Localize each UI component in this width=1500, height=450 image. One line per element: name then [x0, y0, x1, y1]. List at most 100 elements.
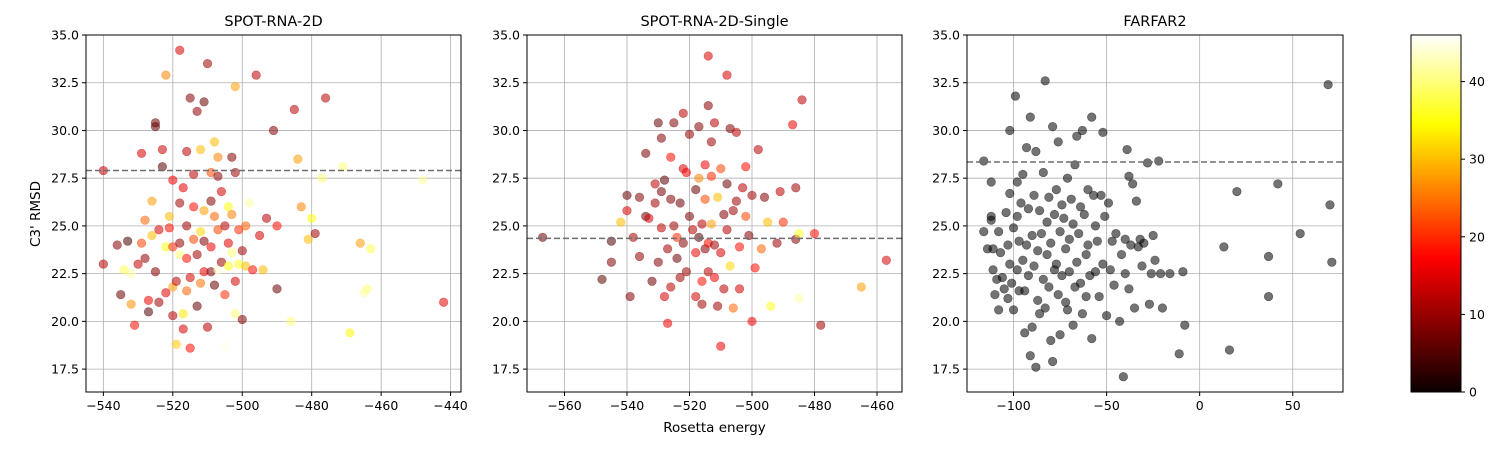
scatter-point — [258, 265, 268, 275]
y-tick-label: 25.0 — [492, 218, 520, 233]
scatter-point — [189, 234, 199, 244]
x-tick-label: −540 — [86, 398, 120, 413]
scatter-point — [1061, 297, 1071, 307]
scatter-point — [1165, 269, 1175, 279]
axes-frame — [966, 34, 1344, 393]
scatter-point — [272, 221, 282, 231]
scatter-point — [320, 93, 331, 103]
scatter-point — [1109, 280, 1119, 290]
y-tick-label: 17.5 — [932, 362, 960, 377]
scatter-point — [1042, 249, 1052, 260]
x-tick-label: 50 — [1285, 398, 1301, 413]
scatter-point — [1012, 177, 1022, 187]
scatter-point — [1027, 230, 1037, 241]
scatter-point — [650, 198, 660, 208]
x-tick-label: −500 — [225, 398, 259, 413]
scatter-point — [1031, 362, 1041, 372]
x-axis-label: Rosetta energy — [663, 420, 766, 436]
scatter-point — [261, 213, 272, 223]
x-tick-label: −50 — [1093, 398, 1119, 413]
scatter-point — [1327, 257, 1337, 267]
scatter-point — [659, 175, 670, 185]
scatter-point — [1014, 236, 1024, 246]
scatter-point — [116, 290, 126, 300]
scatter-point — [272, 284, 282, 294]
scatter-point — [1129, 303, 1140, 313]
scatter-point — [995, 248, 1006, 258]
scatter-point — [307, 213, 317, 223]
scatter-point — [990, 290, 1000, 300]
scatter-point — [647, 276, 657, 286]
scatter-point — [738, 183, 748, 193]
scatter-point — [986, 215, 996, 225]
scatter-point — [1083, 185, 1093, 195]
scatter-point — [1131, 196, 1141, 206]
scatter-point — [656, 133, 666, 143]
scatter-point — [1021, 143, 1032, 153]
scatter-point — [641, 148, 651, 158]
scatter-point — [1051, 185, 1061, 195]
scatter-point — [286, 316, 296, 326]
scatter-point — [697, 219, 707, 229]
scatter-point — [753, 144, 763, 155]
scatter-point — [1046, 238, 1056, 248]
scatter-point — [147, 230, 157, 241]
scatter-point — [136, 238, 147, 248]
scatter-point — [634, 192, 645, 202]
scatter-point — [1033, 246, 1043, 256]
scatter-point — [1012, 211, 1022, 221]
scatter-point — [355, 238, 365, 248]
scatter-point — [1118, 372, 1128, 382]
scatter-point — [227, 209, 237, 220]
y-tick-label: 20.0 — [932, 314, 960, 329]
scatter-point — [722, 70, 732, 80]
scatter-point — [1098, 127, 1108, 137]
scatter-point — [1128, 179, 1138, 189]
points — [538, 51, 891, 351]
y-tick-label: 25.0 — [51, 218, 79, 233]
scatter-point — [741, 211, 751, 221]
scatter-point — [1033, 295, 1043, 305]
scatter-point — [1021, 240, 1032, 250]
grid — [527, 34, 902, 392]
scatter-point — [1023, 204, 1034, 214]
scatter-point — [659, 291, 670, 302]
scatter-point — [622, 206, 632, 216]
scatter-point — [606, 257, 616, 267]
scatter-point — [1007, 278, 1017, 288]
scatter-point — [150, 267, 161, 277]
scatter-point — [182, 146, 192, 157]
scatter-point — [439, 297, 449, 307]
scatter-point — [1150, 255, 1160, 265]
scatter-point — [1057, 270, 1067, 281]
scatter-point — [697, 276, 707, 286]
y-tick-label: 30.0 — [492, 123, 520, 138]
scatter-point — [856, 282, 866, 292]
x-tick-label: 0 — [1196, 398, 1204, 413]
scatter-point — [678, 108, 688, 118]
scatter-point — [719, 209, 729, 220]
scatter-point — [703, 267, 713, 277]
scatter-point — [703, 51, 713, 61]
scatter-point — [622, 190, 632, 200]
scatter-point — [1154, 156, 1164, 166]
scatter-point — [688, 225, 698, 235]
scatter-point — [797, 95, 807, 105]
scatter-point — [1081, 291, 1091, 302]
scatter-point — [1107, 236, 1117, 246]
scatter-point — [1120, 269, 1130, 279]
scatter-point — [1081, 249, 1091, 260]
scatter-point — [199, 206, 209, 216]
scatter-point — [227, 248, 237, 258]
y-tick-label: 25.0 — [932, 218, 960, 233]
scatter-point — [185, 272, 195, 283]
scatter-point — [684, 211, 695, 221]
scatter-point — [1059, 213, 1069, 223]
scatter-point — [317, 173, 327, 183]
scatter-point — [791, 183, 801, 193]
scatter-point — [220, 221, 230, 231]
scatter-point — [684, 129, 695, 139]
scatter-point — [1087, 112, 1097, 122]
scatter-point — [1142, 158, 1153, 168]
x-tick-label: −460 — [364, 398, 398, 413]
